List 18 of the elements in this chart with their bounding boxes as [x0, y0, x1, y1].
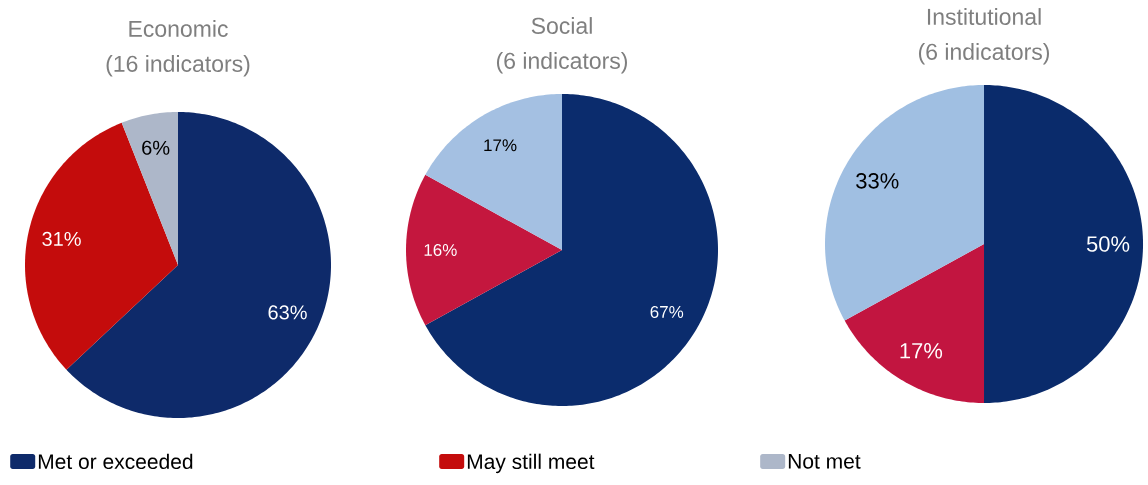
data-label: 50% [1086, 236, 1130, 252]
chart-title: Economic [129, 20, 228, 37]
chart-subtitle: (6 indicators) [496, 52, 628, 74]
data-label: 33% [856, 173, 899, 189]
data-label: 67% [650, 305, 684, 318]
chart-subtitle: (16 indicators) [106, 55, 250, 77]
data-label: 31% [42, 231, 81, 247]
data-label: 17% [484, 139, 517, 152]
data-label: 17% [900, 343, 943, 359]
data-label: 63% [268, 305, 307, 320]
legend-label: May still meet [467, 453, 595, 474]
chart-title: Social [531, 17, 592, 34]
data-label: 16% [424, 243, 457, 257]
chart-subtitle: (6 indicators) [918, 43, 1050, 65]
legend-label: Met or exceeded [38, 453, 193, 470]
chart-title: Institutional [927, 8, 1041, 25]
data-label: 6% [142, 140, 170, 155]
legend-label: Not met [788, 454, 861, 469]
